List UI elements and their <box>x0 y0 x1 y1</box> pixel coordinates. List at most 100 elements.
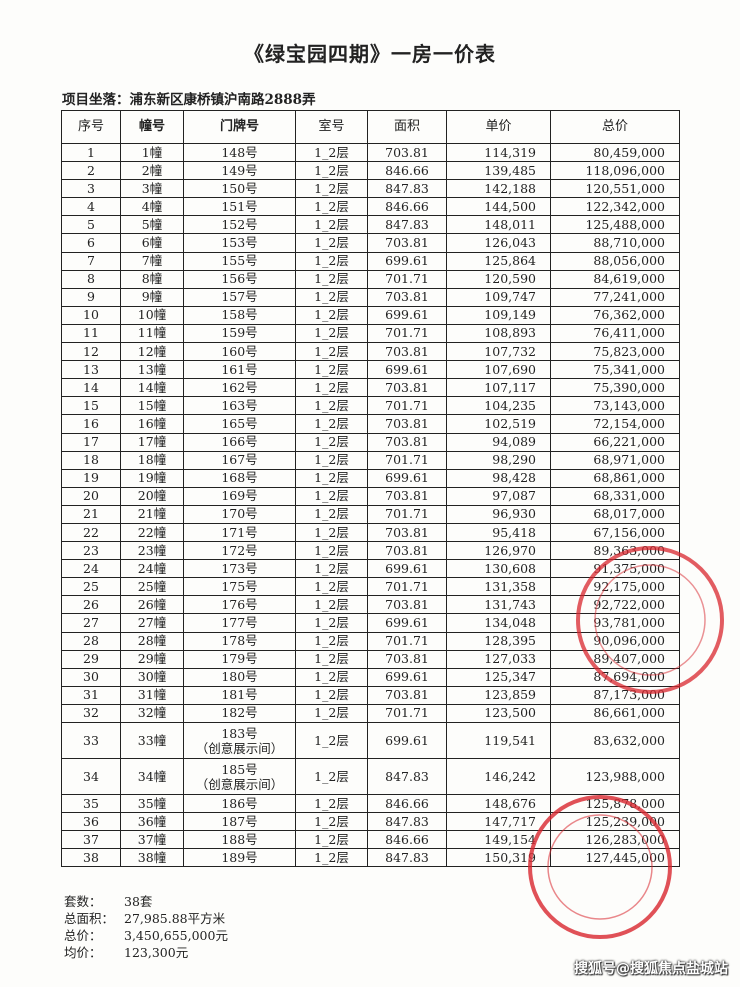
cell-unit-price: 131,358 <box>446 577 551 597</box>
cell-seq: 32 <box>61 703 121 724</box>
cell-area: 699.61 <box>367 468 447 488</box>
cell-seq: 8 <box>61 269 121 289</box>
cell-area: 699.61 <box>367 305 447 325</box>
cell-unit-price: 108,893 <box>446 323 551 344</box>
cell-total-price: 84,619,000 <box>550 269 680 289</box>
table-row: 26 26幢 176号 1_2层 703.81 131,743 92,722,000 <box>61 595 680 615</box>
cell-building: 23幢 <box>120 541 184 561</box>
table-row: 19 19幢 168号 1_2层 699.61 98,428 68,861,000 <box>61 468 680 488</box>
cell-total-price: 120,551,000 <box>550 179 680 199</box>
cell-unit-price: 96,930 <box>446 504 551 524</box>
cell-seq: 34 <box>61 758 121 795</box>
cell-total-price: 76,362,000 <box>550 305 680 325</box>
cell-building: 20幢 <box>120 486 184 506</box>
cell-total-price: 91,375,000 <box>550 559 680 579</box>
cell-door-number: 179号 <box>183 649 296 669</box>
cell-room: 1_2层 <box>295 793 368 814</box>
cell-door-number: 151号 <box>183 197 296 217</box>
cell-area: 701.71 <box>367 631 447 651</box>
cell-door-number: 168号 <box>183 468 296 488</box>
table-row: 15 15幢 163号 1_2层 701.71 104,235 73,143,000 <box>61 396 680 416</box>
cell-room: 1_2层 <box>295 631 368 651</box>
cell-door-number: 173号 <box>183 559 296 579</box>
table-row: 24 24幢 173号 1_2层 699.61 130,608 91,375,000 <box>61 559 680 579</box>
cell-door-number: 157号 <box>183 287 296 307</box>
cell-total-price: 68,331,000 <box>550 486 680 506</box>
cell-room: 1_2层 <box>295 432 368 452</box>
cell-area: 699.61 <box>367 722 447 759</box>
cell-door-number: 172号 <box>183 541 296 561</box>
cell-building: 9幢 <box>120 287 184 307</box>
cell-room: 1_2层 <box>295 305 368 325</box>
cell-total-price: 92,722,000 <box>550 595 680 615</box>
cell-door-number: 162号 <box>183 378 296 398</box>
cell-door-number: 152号 <box>183 215 296 235</box>
cell-seq: 37 <box>61 830 121 850</box>
cell-room: 1_2层 <box>295 722 368 759</box>
cell-door-number: 176号 <box>183 595 296 615</box>
cell-seq: 15 <box>61 396 121 416</box>
cell-unit-price: 126,970 <box>446 541 551 561</box>
cell-unit-price: 98,428 <box>446 468 551 488</box>
cell-room: 1_2层 <box>295 414 368 434</box>
cell-door-number: 170号 <box>183 504 296 524</box>
cell-total-price: 75,823,000 <box>550 342 680 362</box>
cell-total-price: 92,175,000 <box>550 577 680 597</box>
cell-unit-price: 147,717 <box>446 812 551 832</box>
cell-room: 1_2层 <box>295 360 368 380</box>
summary-line: 均价： 123,300元 <box>64 944 228 961</box>
table-row: 18 18幢 167号 1_2层 701.71 98,290 68,971,000 <box>61 450 680 470</box>
table-row: 29 29幢 179号 1_2层 703.81 127,033 89,407,000 <box>61 649 680 669</box>
cell-seq: 26 <box>61 595 121 615</box>
cell-total-price: 66,221,000 <box>550 432 680 452</box>
cell-building: 28幢 <box>120 631 184 651</box>
cell-total-price: 90,096,000 <box>550 631 680 651</box>
cell-door-number: 163号 <box>183 396 296 416</box>
cell-seq: 11 <box>61 323 121 344</box>
cell-area: 846.66 <box>367 830 447 850</box>
cell-room: 1_2层 <box>295 342 368 362</box>
cell-seq: 24 <box>61 559 121 579</box>
cell-unit-price: 148,011 <box>446 215 551 235</box>
cell-total-price: 67,156,000 <box>550 522 680 543</box>
cell-area: 699.61 <box>367 667 447 687</box>
cell-door-number: 180号 <box>183 667 296 687</box>
table-row: 25 25幢 175号 1_2层 701.71 131,358 92,175,000 <box>61 577 680 597</box>
cell-total-price: 75,341,000 <box>550 360 680 380</box>
cell-total-price: 87,173,000 <box>550 685 680 705</box>
cell-room: 1_2层 <box>295 848 368 868</box>
cell-area: 703.81 <box>367 414 447 434</box>
cell-door-number: 149号 <box>183 161 296 181</box>
summary: 套数： 38套 总面积： 27,985.88平方米 总价： 3,450,655,000元均… <box>64 893 228 961</box>
cell-door-number: 166号 <box>183 432 296 452</box>
summary-line: 总面积： 27,985.88平方米 <box>64 910 228 927</box>
cell-door-number: 171号 <box>183 522 296 543</box>
cell-seq: 35 <box>61 793 121 814</box>
cell-building: 17幢 <box>120 432 184 452</box>
cell-building: 37幢 <box>120 830 184 850</box>
cell-unit-price: 104,235 <box>446 396 551 416</box>
cell-area: 699.61 <box>367 559 447 579</box>
cell-total-price: 125,239,000 <box>550 812 680 832</box>
cell-building: 29幢 <box>120 649 184 669</box>
cell-door-number: 155号 <box>183 251 296 271</box>
cell-door-number: 161号 <box>183 360 296 380</box>
cell-area: 703.81 <box>367 432 447 452</box>
cell-building: 30幢 <box>120 667 184 687</box>
watermark: 搜狐号@搜狐焦点盐城站 <box>574 961 728 977</box>
summary-value: 38套 <box>124 894 153 909</box>
cell-seq: 25 <box>61 577 121 597</box>
cell-door-number: 153号 <box>183 233 296 253</box>
table-row: 37 37幢 188号 1_2层 846.66 149,154 126,283,000 <box>61 830 680 850</box>
cell-door-number: 148号 <box>183 142 296 163</box>
header-building: 幢号 <box>120 110 184 144</box>
cell-seq: 20 <box>61 486 121 506</box>
cell-seq: 33 <box>61 722 121 759</box>
cell-building: 14幢 <box>120 378 184 398</box>
cell-seq: 4 <box>61 197 121 217</box>
cell-unit-price: 97,087 <box>446 486 551 506</box>
table-header-row: 序号 幢号 门牌号 室号 面积 单价 总价 <box>61 110 680 144</box>
cell-area: 846.66 <box>367 197 447 217</box>
cell-door-number: 178号 <box>183 631 296 651</box>
cell-area: 701.71 <box>367 450 447 470</box>
